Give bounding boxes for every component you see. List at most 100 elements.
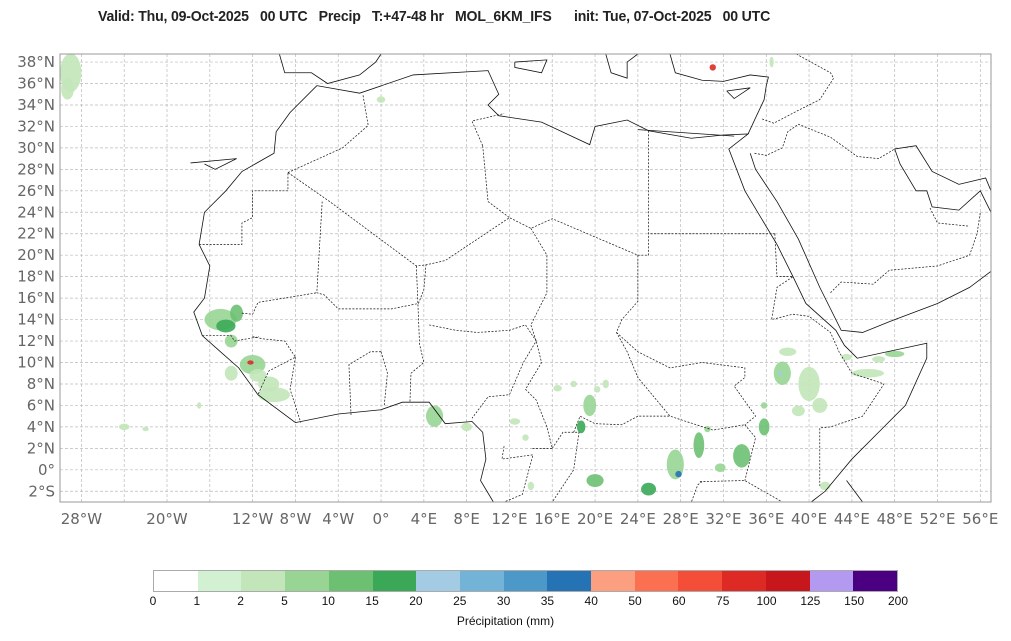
country-border xyxy=(429,324,537,419)
coastlines xyxy=(190,53,992,503)
latitude-label: 14°N xyxy=(17,311,55,329)
country-border xyxy=(471,113,505,146)
precip-area xyxy=(247,360,254,365)
precip-area xyxy=(602,379,609,389)
map-frame xyxy=(59,53,992,503)
latitude-label: 26°N xyxy=(17,182,55,200)
precip-area xyxy=(819,481,831,491)
precip-area xyxy=(461,422,472,432)
coastline xyxy=(605,53,639,79)
colorbar-tick-label: 5 xyxy=(281,594,288,608)
colorbar-swatch xyxy=(503,571,548,591)
latitude-label: 18°N xyxy=(17,268,55,286)
colorbar-label: Précipitation (mm) xyxy=(456,614,555,628)
precipitation-field xyxy=(60,53,905,496)
precip-area xyxy=(522,434,529,441)
precip-area xyxy=(778,371,783,376)
colorbar-swatch xyxy=(241,571,286,591)
latitude-label: 4°N xyxy=(27,418,55,436)
precip-area xyxy=(872,356,886,363)
country-border xyxy=(616,332,757,426)
precip-area xyxy=(675,470,682,478)
country-border xyxy=(573,415,670,433)
country-border xyxy=(699,480,783,503)
latitude-label: 32°N xyxy=(17,117,55,135)
latitude-label: 8°N xyxy=(27,375,55,393)
country-border xyxy=(289,357,302,423)
colorbar-swatch xyxy=(591,571,635,591)
graticule xyxy=(60,54,991,502)
longitude-label: 12°E xyxy=(491,510,527,528)
country-border xyxy=(754,123,895,159)
precip-area xyxy=(142,426,149,432)
longitude-label: 0° xyxy=(373,510,390,528)
colorbar-tick-label: 200 xyxy=(887,594,909,608)
country-border xyxy=(316,201,427,310)
country-borders xyxy=(199,53,981,503)
map-title: Valid: Thu, 09-Oct-2025 00 UTC Precip T:… xyxy=(98,8,771,25)
coastline xyxy=(190,158,237,170)
country-border xyxy=(202,335,260,342)
coastline xyxy=(514,59,548,74)
coastline xyxy=(193,244,494,503)
longitude-label: 8°W xyxy=(279,510,311,528)
precip-area xyxy=(425,405,444,427)
country-border xyxy=(648,130,775,235)
colorbar xyxy=(153,570,898,592)
coastline xyxy=(198,70,928,503)
latitude-label: 28°N xyxy=(17,160,55,178)
colorbar-swatch xyxy=(809,571,854,591)
precip-area xyxy=(773,361,791,386)
colorbar-tick-label: 35 xyxy=(540,594,555,608)
coastline xyxy=(637,129,735,137)
precip-area xyxy=(812,397,828,413)
colorbar-tick-label: 10 xyxy=(321,594,335,608)
colorbar-tick-label: 15 xyxy=(365,594,379,608)
longitude-label: 16°E xyxy=(534,510,570,528)
country-border xyxy=(252,336,296,395)
precip-area xyxy=(570,380,577,388)
country-border xyxy=(380,351,388,406)
country-border xyxy=(199,172,289,245)
country-border xyxy=(348,351,382,417)
colorbar-swatch xyxy=(459,571,504,591)
longitude-label: 48°E xyxy=(877,510,913,528)
precip-area xyxy=(709,64,716,71)
colorbar-tick-label: 60 xyxy=(672,594,686,608)
precip-area xyxy=(509,418,521,425)
latitude-label: 30°N xyxy=(17,139,55,157)
colorbar-swatch xyxy=(722,571,766,591)
country-border xyxy=(287,172,745,431)
country-border xyxy=(551,431,580,503)
country-border xyxy=(691,481,703,503)
longitude-label: 20°W xyxy=(146,510,188,528)
longitude-label: 32°E xyxy=(705,510,741,528)
precip-area xyxy=(196,402,202,409)
precip-area xyxy=(230,304,243,322)
longitude-label: 20°E xyxy=(577,510,613,528)
precip-area xyxy=(760,402,768,409)
colorbar-swatch xyxy=(285,571,329,591)
latitude-label: 22°N xyxy=(17,225,55,243)
colorbar-tick-label: 30 xyxy=(496,594,511,608)
precip-area xyxy=(714,463,726,472)
country-border xyxy=(287,94,369,173)
longitude-labels: 28°W 20°W 12°W 8°W 4°W 0° 4°E 8°E 12°E 16°E 20°E 24… xyxy=(61,510,999,528)
colorbar-tick-label: 125 xyxy=(800,594,821,608)
precip-area xyxy=(641,482,657,496)
country-border xyxy=(482,145,510,218)
country-border xyxy=(501,446,534,503)
colorbar-swatch xyxy=(154,571,198,591)
precip-area xyxy=(704,425,711,433)
country-border xyxy=(525,228,553,449)
colorbar-swatch xyxy=(634,571,679,591)
colorbar-swatch xyxy=(547,571,592,591)
precip-area xyxy=(769,56,774,68)
precip-area xyxy=(758,418,770,436)
colorbar-swatch xyxy=(328,571,373,591)
precip-area xyxy=(885,350,905,358)
latitude-labels: 38°N 36°N 34°N 32°N 30°N 28°N 26°N 24°N 22°N 20°N… xyxy=(17,53,55,500)
longitude-label: 52°E xyxy=(919,510,955,528)
coastline xyxy=(894,145,992,213)
latitude-label: 34°N xyxy=(17,96,55,114)
